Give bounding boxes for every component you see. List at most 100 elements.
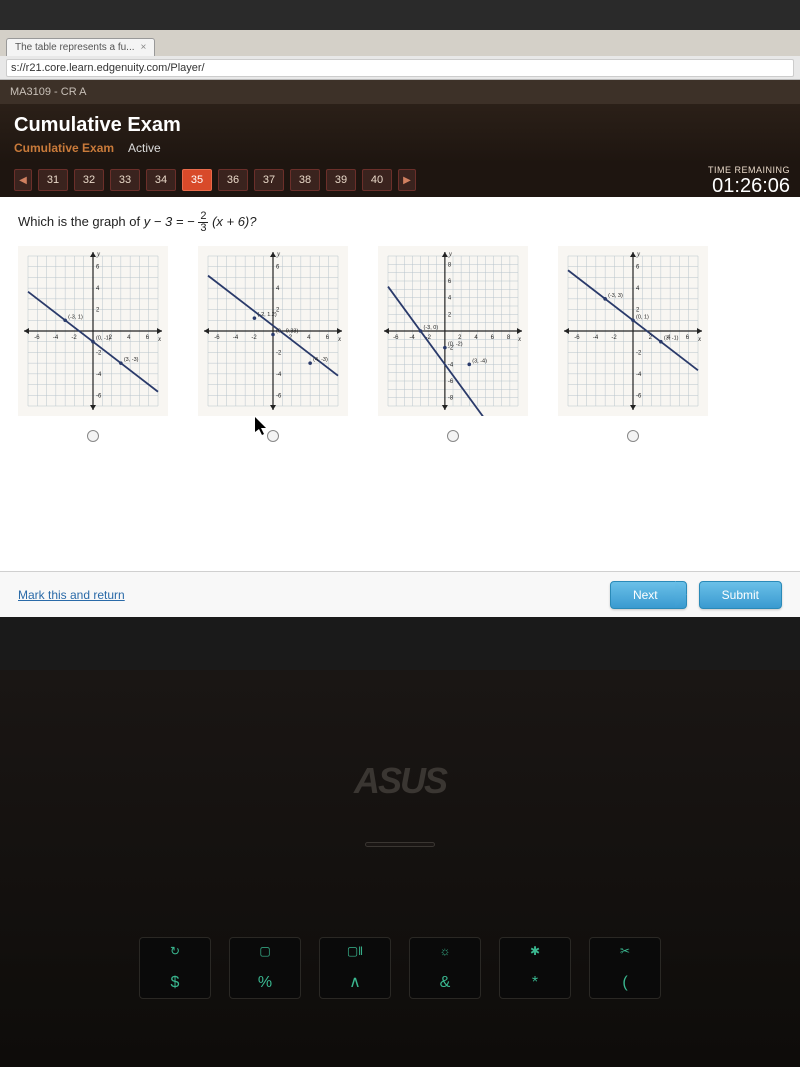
svg-text:x: x (157, 335, 162, 343)
keyboard-key-1: ▢% (229, 937, 301, 999)
svg-text:-2: -2 (251, 335, 257, 341)
question-btn-35[interactable]: 35 (182, 169, 212, 191)
svg-text:(0, -2): (0, -2) (448, 342, 463, 348)
svg-text:(4, -3): (4, -3) (313, 357, 328, 363)
radio-1[interactable] (267, 430, 279, 442)
svg-text:-6: -6 (393, 335, 399, 341)
svg-text:6: 6 (96, 265, 100, 271)
graph-1: -6-6-4-4-2-2224466yx(-2, 1.2)(0, -0.33)(… (198, 246, 348, 416)
browser-tab-bar: The table represents a fu... × (0, 30, 800, 56)
question-text: Which is the graph of y − 3 = − 23 (x + … (18, 211, 782, 234)
graph-0: -6-6-4-4-2-2224466yx(-3, 1)(0, -1)(3, -3… (18, 246, 168, 416)
exam-header: Cumulative Exam Cumulative Exam Active (0, 104, 800, 163)
submit-button[interactable]: Submit (699, 581, 782, 609)
graph-option-2: -8-6-6-4-4-2-222446688yx(-3, 0)(0, -2)(3… (378, 246, 528, 442)
svg-text:6: 6 (636, 265, 640, 271)
svg-text:4: 4 (127, 335, 131, 341)
svg-text:(-3, 0): (-3, 0) (424, 325, 439, 331)
svg-text:y: y (636, 250, 641, 258)
svg-text:(-3, 3): (-3, 3) (608, 293, 623, 299)
radio-3[interactable] (627, 430, 639, 442)
graph-option-0: -6-6-4-4-2-2224466yx(-3, 1)(0, -1)(3, -3… (18, 246, 168, 442)
svg-text:-6: -6 (96, 393, 102, 399)
svg-text:6: 6 (326, 335, 330, 341)
svg-text:(3, -3): (3, -3) (124, 357, 139, 363)
svg-text:-4: -4 (233, 335, 239, 341)
question-btn-36[interactable]: 36 (218, 169, 248, 191)
svg-text:(0, -1): (0, -1) (96, 336, 111, 342)
graph-3: -6-6-4-4-2-2224466yx(-3, 3)(0, 1)(3, -1) (558, 246, 708, 416)
svg-text:(0, 1): (0, 1) (636, 314, 649, 320)
prev-arrow[interactable]: ◀ (14, 169, 32, 191)
close-icon[interactable]: × (141, 42, 147, 53)
radio-0[interactable] (87, 430, 99, 442)
svg-text:2: 2 (458, 335, 462, 341)
timer-label: TIME REMAINING (708, 165, 790, 175)
laptop-body: ASUS ↻$ ▢% ▢‖∧ ☼& ✱* ✂( (0, 670, 800, 1067)
svg-text:(-2, 1.2): (-2, 1.2) (257, 312, 276, 318)
svg-text:(-3, 1): (-3, 1) (68, 314, 83, 320)
timer-value: 01:26:06 (708, 175, 790, 198)
svg-text:6: 6 (491, 335, 495, 341)
keyboard-key-0: ↻$ (139, 937, 211, 999)
svg-text:4: 4 (474, 335, 478, 341)
svg-text:8: 8 (448, 262, 452, 268)
course-label: MA3109 - CR A (0, 80, 800, 104)
svg-text:y: y (96, 250, 101, 258)
graph-2: -8-6-6-4-4-2-222446688yx(-3, 0)(0, -2)(3… (378, 246, 528, 416)
svg-text:-2: -2 (276, 350, 282, 356)
svg-text:6: 6 (146, 335, 150, 341)
svg-text:-8: -8 (448, 396, 454, 402)
question-btn-39[interactable]: 39 (326, 169, 356, 191)
url-input[interactable]: s://r21.core.learn.edgenuity.com/Player/ (6, 59, 794, 77)
svg-text:-4: -4 (409, 335, 415, 341)
question-btn-33[interactable]: 33 (110, 169, 140, 191)
question-btn-32[interactable]: 32 (74, 169, 104, 191)
svg-text:-6: -6 (574, 335, 580, 341)
question-btn-40[interactable]: 40 (362, 169, 392, 191)
exam-subtitle: Cumulative Exam (14, 141, 114, 155)
laptop-logo: ASUS (354, 760, 446, 802)
svg-text:6: 6 (276, 265, 280, 271)
svg-text:y: y (448, 250, 453, 258)
svg-text:y: y (276, 250, 281, 258)
svg-text:-4: -4 (636, 372, 642, 378)
keyboard-key-5: ✂( (589, 937, 661, 999)
svg-text:6: 6 (448, 279, 452, 285)
keyboard-key-4: ✱* (499, 937, 571, 999)
next-arrow[interactable]: ▶ (398, 169, 416, 191)
browser-tab[interactable]: The table represents a fu... × (6, 38, 155, 56)
svg-text:-6: -6 (636, 393, 642, 399)
svg-text:4: 4 (276, 286, 280, 292)
radio-2[interactable] (447, 430, 459, 442)
svg-text:x: x (697, 335, 702, 343)
keyboard-key-2: ▢‖∧ (319, 937, 391, 999)
graph-option-3: -6-6-4-4-2-2224466yx(-3, 3)(0, 1)(3, -1) (558, 246, 708, 442)
svg-text:2: 2 (636, 308, 640, 314)
svg-text:-6: -6 (448, 379, 454, 385)
keyboard-key-3: ☼& (409, 937, 481, 999)
question-nav: ◀ 31 32 33 34 35 36 37 38 39 40 ▶ TIME REMAINING … (0, 163, 800, 197)
svg-text:(3, -1): (3, -1) (664, 336, 679, 342)
svg-text:-4: -4 (276, 372, 282, 378)
svg-text:2: 2 (448, 312, 452, 318)
question-btn-37[interactable]: 37 (254, 169, 284, 191)
exam-status: Active (128, 141, 161, 155)
timer: TIME REMAINING 01:26:06 (708, 165, 790, 198)
graph-option-1: -6-6-4-4-2-2224466yx(-2, 1.2)(0, -0.33)(… (198, 246, 348, 442)
svg-text:-4: -4 (593, 335, 599, 341)
next-button[interactable]: Next (610, 581, 687, 609)
svg-text:-6: -6 (214, 335, 220, 341)
mark-return-link[interactable]: Mark this and return (18, 588, 125, 602)
question-btn-38[interactable]: 38 (290, 169, 320, 191)
svg-text:4: 4 (636, 286, 640, 292)
svg-text:6: 6 (686, 335, 690, 341)
svg-text:(3, -4): (3, -4) (472, 358, 487, 364)
question-btn-34[interactable]: 34 (146, 169, 176, 191)
svg-text:-6: -6 (34, 335, 40, 341)
exam-title: Cumulative Exam (14, 114, 786, 137)
svg-text:-2: -2 (611, 335, 617, 341)
question-btn-31[interactable]: 31 (38, 169, 68, 191)
question-content: Which is the graph of y − 3 = − 23 (x + … (0, 197, 800, 617)
svg-text:x: x (517, 335, 522, 343)
